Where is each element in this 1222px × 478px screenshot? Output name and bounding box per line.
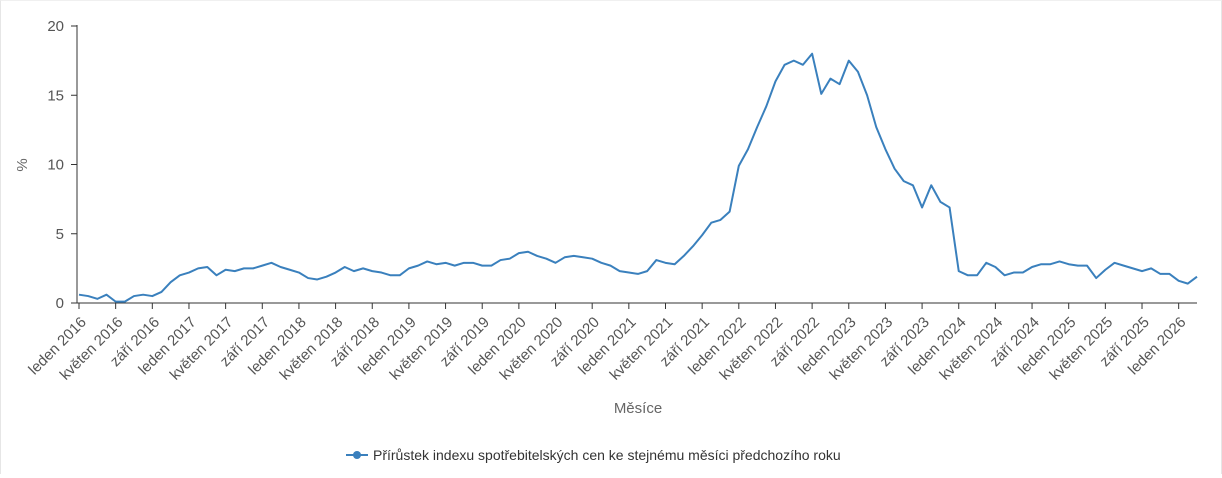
legend-dot-marker: [353, 451, 361, 459]
y-tick-label: 5: [56, 226, 64, 243]
y-tick-label: 0: [56, 295, 64, 312]
x-axis-title: Měsíce: [614, 400, 662, 417]
legend-label: Přírůstek indexu spotřebitelských cen ke…: [373, 447, 841, 463]
y-axis-title: %: [14, 158, 31, 171]
legend-item[interactable]: Přírůstek indexu spotřebitelských cen ke…: [346, 447, 841, 463]
y-tick-label: 15: [47, 87, 64, 104]
y-axis-ticks: 0 5 10 15 20: [47, 18, 77, 312]
y-tick-label: 10: [47, 157, 64, 174]
y-tick-label: 20: [47, 18, 64, 35]
series-layer: [78, 52, 1198, 303]
series-line[interactable]: [78, 52, 1198, 303]
